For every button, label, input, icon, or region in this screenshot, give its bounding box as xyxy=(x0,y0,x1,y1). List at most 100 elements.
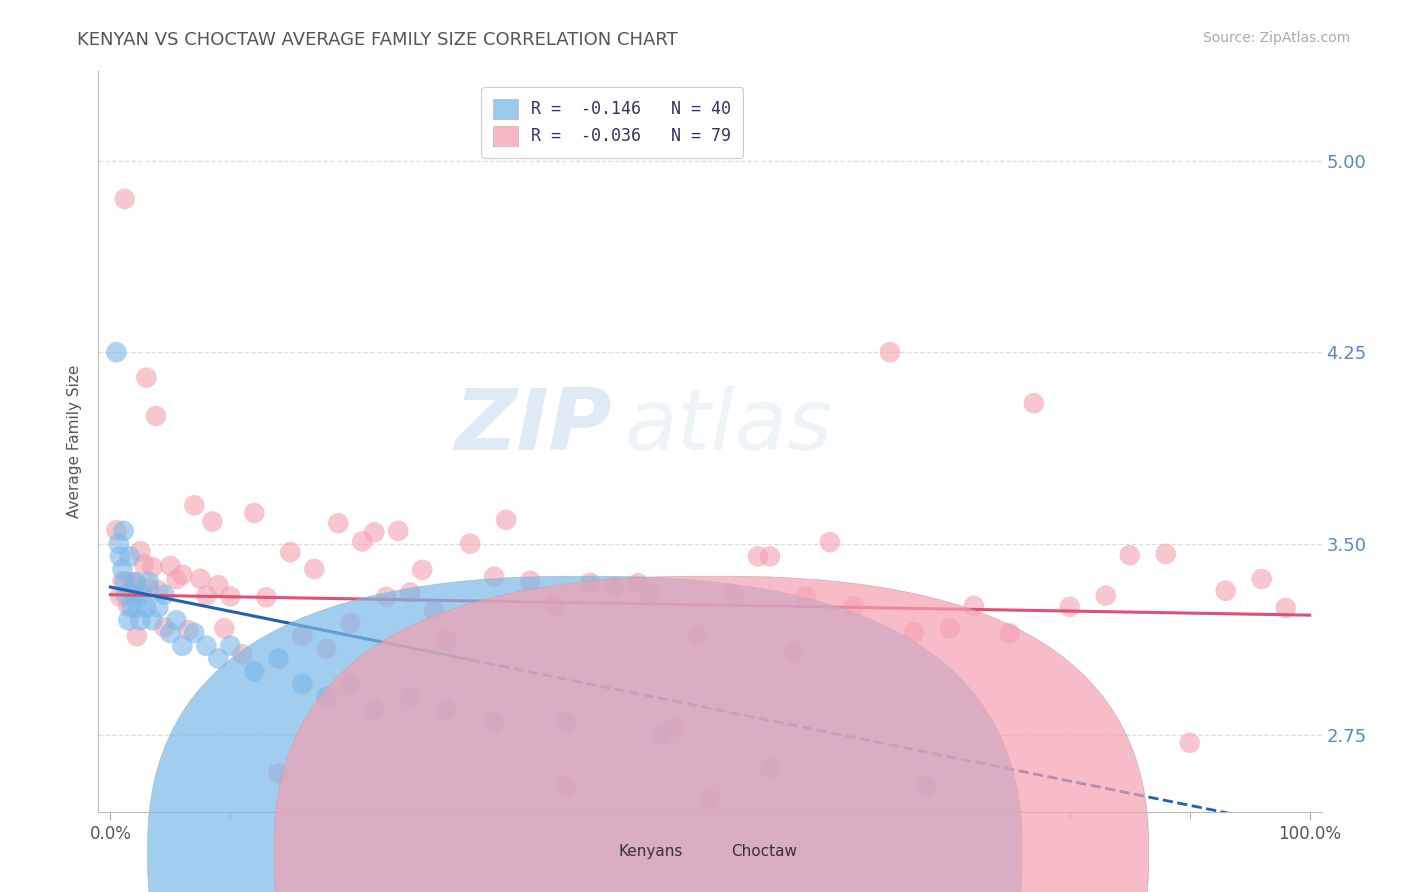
Y-axis label: Average Family Size: Average Family Size xyxy=(67,365,83,518)
Point xyxy=(138,581,160,595)
Point xyxy=(117,599,139,614)
Point xyxy=(1094,589,1116,603)
Point xyxy=(458,536,481,550)
Point xyxy=(177,623,200,637)
Point xyxy=(315,690,337,704)
Point xyxy=(159,626,181,640)
Point xyxy=(651,728,673,742)
Point xyxy=(207,578,229,592)
Point xyxy=(1274,600,1296,615)
Point xyxy=(304,562,326,576)
Point xyxy=(1215,583,1237,598)
Point xyxy=(879,345,901,359)
Point xyxy=(363,525,385,540)
Point xyxy=(243,665,266,679)
Point xyxy=(291,629,314,643)
Point xyxy=(519,574,541,588)
Point xyxy=(291,677,314,691)
Point xyxy=(699,792,721,806)
Point xyxy=(124,588,146,602)
Point xyxy=(842,599,865,614)
Point xyxy=(315,641,337,656)
Point xyxy=(399,585,422,599)
Point xyxy=(915,779,938,793)
Point xyxy=(363,703,385,717)
Point xyxy=(686,629,709,643)
Point xyxy=(108,590,131,604)
Point xyxy=(759,761,782,775)
Point xyxy=(818,535,841,549)
Point xyxy=(555,715,578,730)
Point xyxy=(759,549,782,564)
Point xyxy=(121,600,143,615)
Point xyxy=(231,648,253,662)
Point xyxy=(423,603,446,617)
Point xyxy=(375,590,398,604)
Point xyxy=(159,559,181,574)
Point xyxy=(207,651,229,665)
Point xyxy=(195,639,218,653)
Point xyxy=(124,575,146,590)
Point xyxy=(399,690,422,704)
Point xyxy=(579,575,602,590)
Point xyxy=(267,766,290,780)
Point xyxy=(243,506,266,520)
Point xyxy=(135,600,157,615)
Point xyxy=(172,639,194,653)
Point xyxy=(148,583,170,598)
Point xyxy=(141,613,163,627)
Point xyxy=(141,560,163,574)
Point xyxy=(434,703,457,717)
Point xyxy=(114,192,136,206)
Point xyxy=(482,570,505,584)
Point xyxy=(108,536,129,550)
Point xyxy=(114,574,136,589)
Point xyxy=(939,622,962,636)
Point xyxy=(129,544,152,558)
Point xyxy=(111,574,134,589)
Point xyxy=(1022,396,1045,410)
Point xyxy=(105,345,128,359)
Text: Source: ZipAtlas.com: Source: ZipAtlas.com xyxy=(1202,31,1350,45)
Point xyxy=(135,370,157,384)
Point xyxy=(1250,572,1272,586)
Point xyxy=(998,626,1021,640)
Point xyxy=(183,499,205,513)
Point xyxy=(352,534,374,549)
Point xyxy=(794,590,817,604)
Point xyxy=(127,600,149,615)
Point xyxy=(254,591,277,605)
Point xyxy=(783,645,806,659)
Point xyxy=(219,590,242,604)
Point xyxy=(747,549,769,564)
Point xyxy=(172,567,194,582)
Point xyxy=(543,599,565,613)
Point xyxy=(482,715,505,730)
Point xyxy=(219,639,242,653)
Point xyxy=(903,625,925,640)
Point xyxy=(118,549,141,564)
Point xyxy=(555,779,578,793)
Point xyxy=(145,409,167,423)
Point xyxy=(627,576,650,591)
Point xyxy=(339,615,361,630)
Point xyxy=(132,557,155,571)
Point xyxy=(108,549,131,564)
Point xyxy=(111,562,134,576)
Point xyxy=(124,574,146,589)
Point xyxy=(1178,736,1201,750)
Text: Kenyans: Kenyans xyxy=(619,845,683,859)
Point xyxy=(638,588,661,602)
Point xyxy=(148,600,170,615)
Point xyxy=(662,721,685,735)
Point xyxy=(339,677,361,691)
Legend: R =  -0.146   N = 40, R =  -0.036   N = 79: R = -0.146 N = 40, R = -0.036 N = 79 xyxy=(481,87,742,158)
Text: KENYAN VS CHOCTAW AVERAGE FAMILY SIZE CORRELATION CHART: KENYAN VS CHOCTAW AVERAGE FAMILY SIZE CO… xyxy=(77,31,678,49)
Point xyxy=(115,588,138,602)
Text: Choctaw: Choctaw xyxy=(731,845,797,859)
Point xyxy=(1059,599,1081,614)
Point xyxy=(411,563,433,577)
Point xyxy=(434,632,457,647)
Point xyxy=(267,651,290,665)
Point xyxy=(132,588,155,602)
